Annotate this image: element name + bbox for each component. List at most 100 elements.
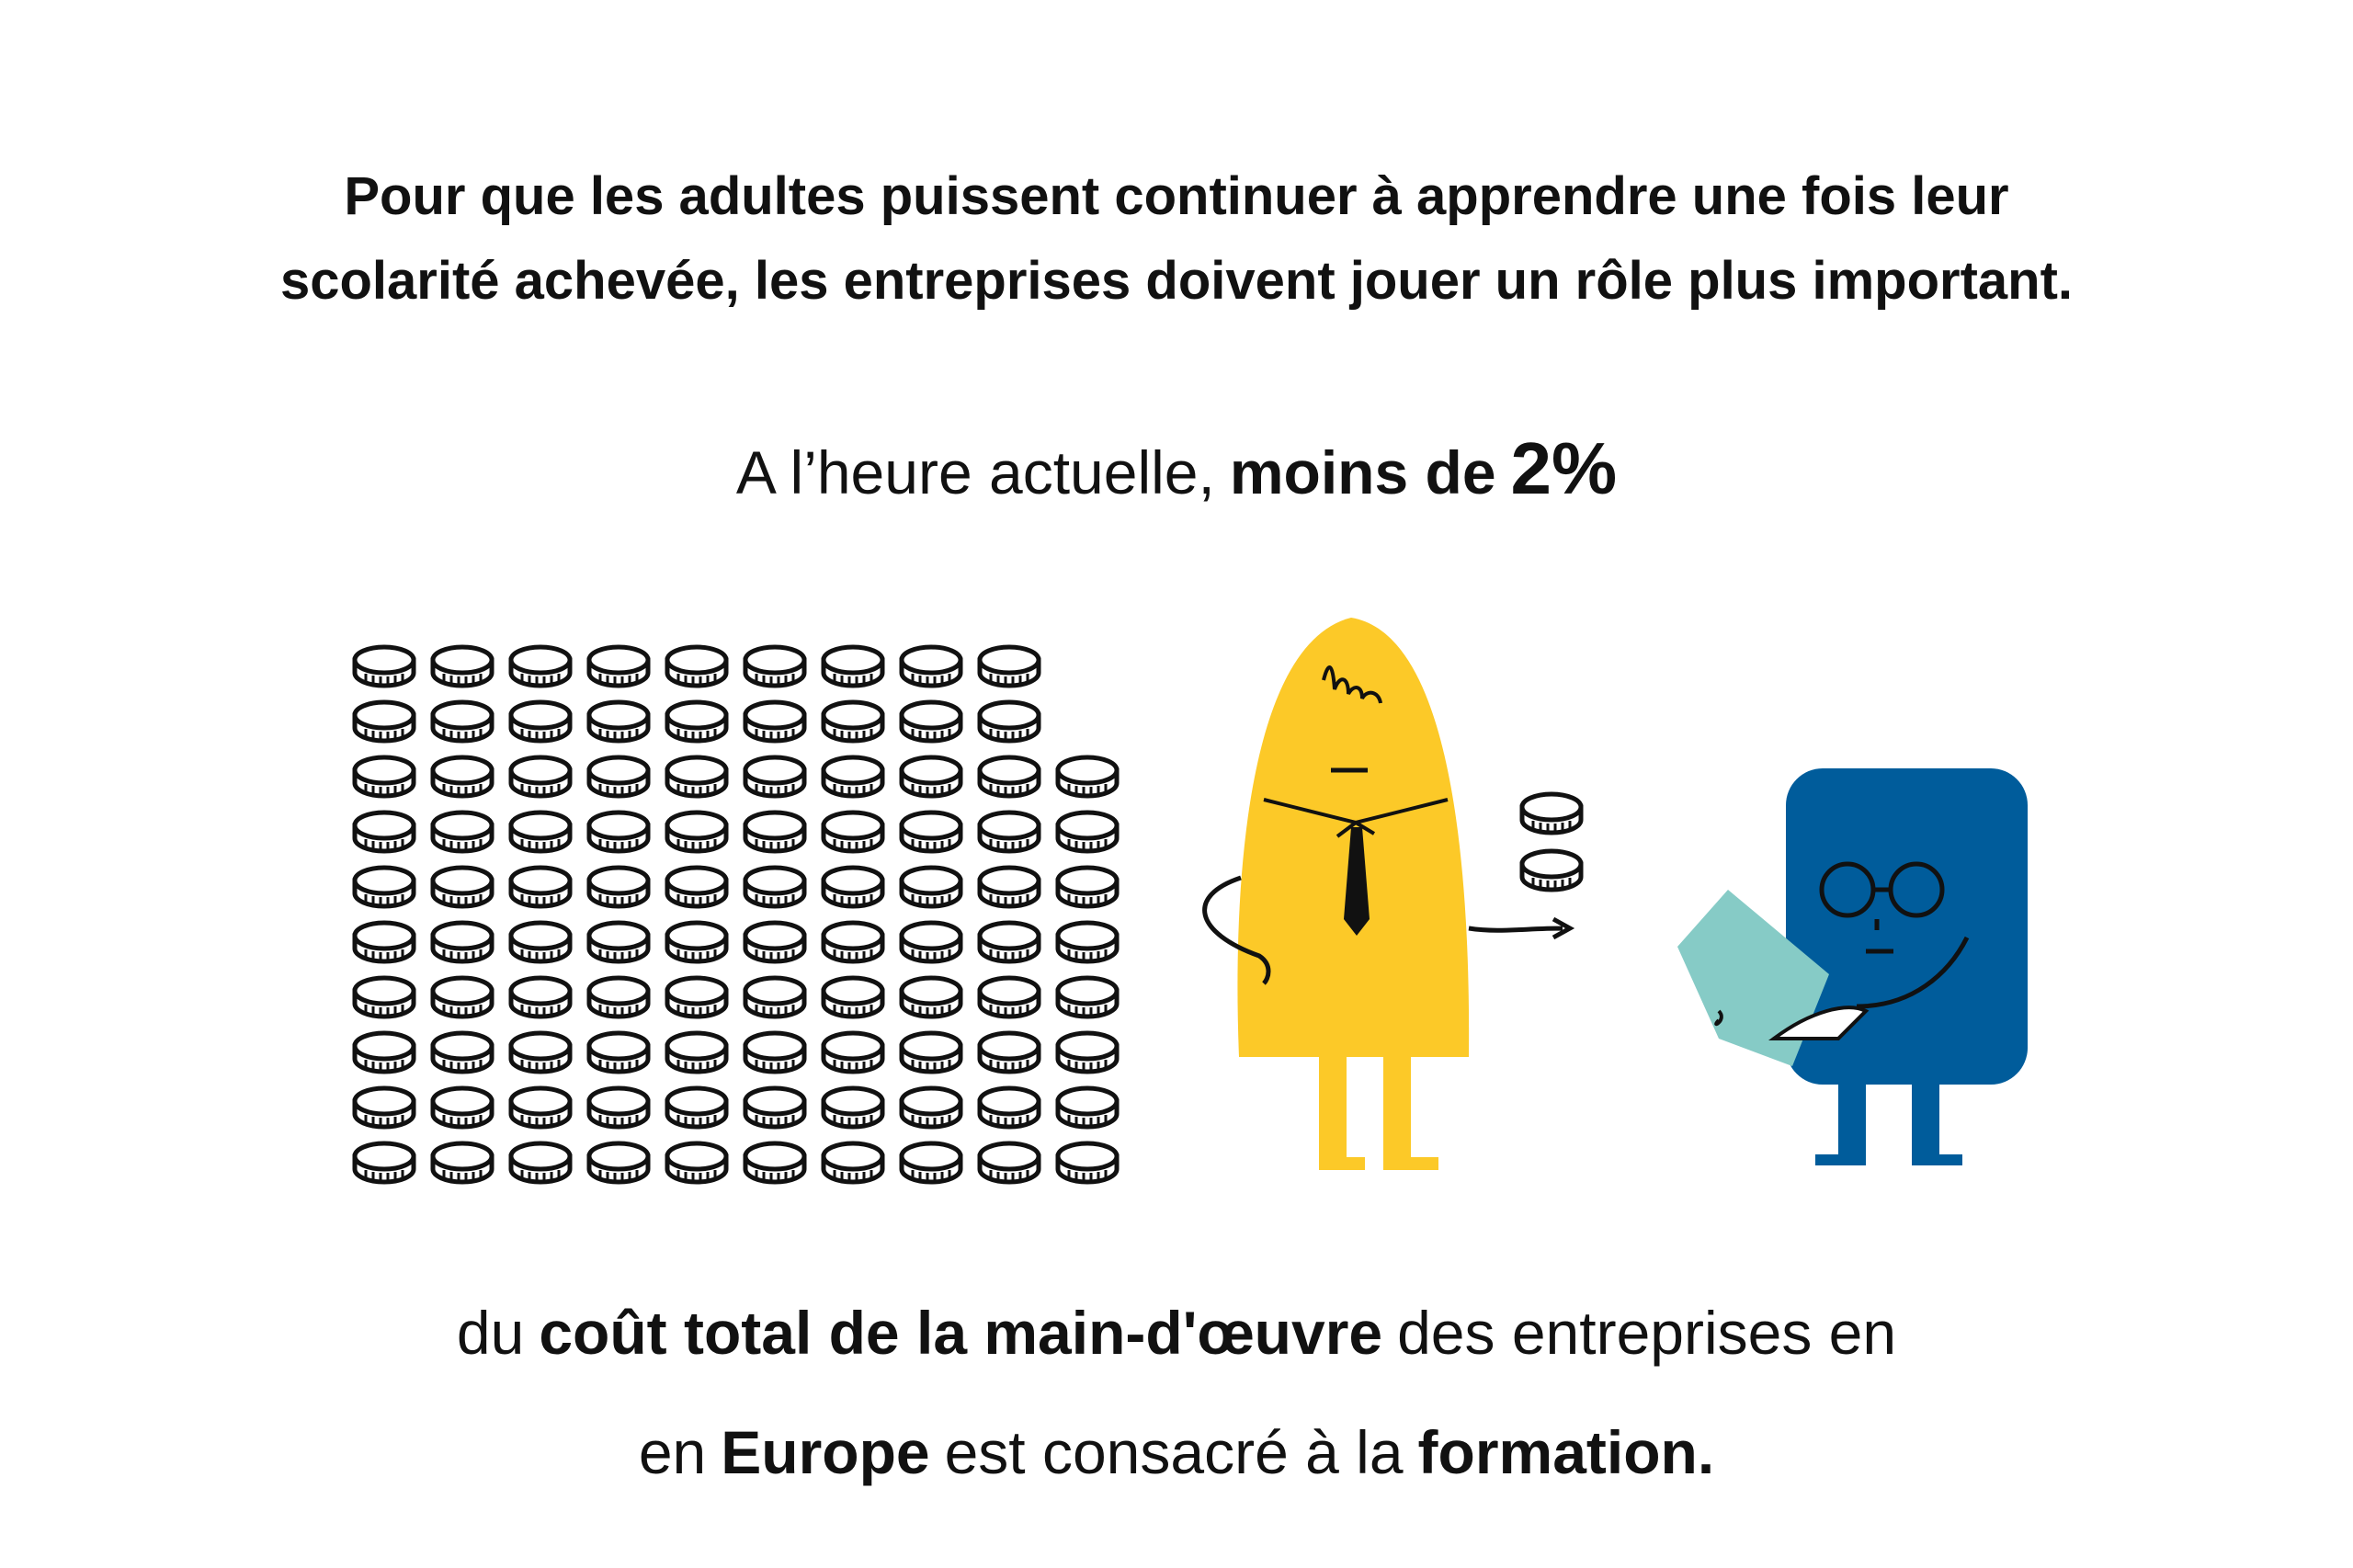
coin xyxy=(902,757,961,796)
coin xyxy=(589,923,648,961)
coin xyxy=(902,702,961,741)
coin xyxy=(355,923,414,961)
coin xyxy=(902,868,961,906)
coin xyxy=(1058,923,1117,961)
coin xyxy=(355,1033,414,1072)
coin xyxy=(433,812,492,851)
statement-bottom-line: du coût total de la main-d'œuvre des entre… xyxy=(0,1298,2353,1368)
text-segment: du xyxy=(456,1299,525,1367)
coin xyxy=(745,1033,804,1072)
coin xyxy=(980,702,1039,741)
coin xyxy=(745,978,804,1017)
text-segment: moins de xyxy=(1229,438,1496,506)
text-segment: des entreprises en xyxy=(1397,1299,1897,1367)
coin xyxy=(1058,812,1117,851)
coin xyxy=(824,923,882,961)
coin xyxy=(980,1033,1039,1072)
coin xyxy=(667,702,726,741)
coin xyxy=(980,647,1039,686)
blue-character xyxy=(1677,768,2028,1165)
coin xyxy=(511,1033,570,1072)
statement-top: A l’heure actuelle, moins de 2% xyxy=(0,426,2353,511)
coin xyxy=(667,812,726,851)
coin xyxy=(824,1088,882,1127)
coin xyxy=(667,1143,726,1182)
coin xyxy=(824,868,882,906)
coin xyxy=(980,978,1039,1017)
coin xyxy=(511,923,570,961)
coin xyxy=(980,868,1039,906)
coin xyxy=(589,1143,648,1182)
coin xyxy=(433,647,492,686)
coin xyxy=(1522,794,1581,833)
coin xyxy=(902,978,961,1017)
coin xyxy=(589,647,648,686)
coin xyxy=(745,923,804,961)
text-segment: A l’heure actuelle, xyxy=(735,438,1215,506)
coin xyxy=(980,1088,1039,1127)
coin xyxy=(745,868,804,906)
coin xyxy=(667,647,726,686)
coin xyxy=(589,702,648,741)
coin xyxy=(824,757,882,796)
coin xyxy=(511,757,570,796)
coin xyxy=(824,647,882,686)
text-segment: en xyxy=(638,1418,707,1486)
coin xyxy=(433,757,492,796)
coin xyxy=(433,923,492,961)
coin xyxy=(667,978,726,1017)
coin xyxy=(824,702,882,741)
coin xyxy=(355,1143,414,1182)
coin xyxy=(902,1143,961,1182)
statement-bottom-line: en Europe est consacré à la formation. xyxy=(0,1417,2353,1487)
coin xyxy=(667,1033,726,1072)
coin xyxy=(511,868,570,906)
coin xyxy=(433,702,492,741)
coin xyxy=(667,757,726,796)
coin xyxy=(433,978,492,1017)
heading-line: Pour que les adultes puissent continuer … xyxy=(344,166,2009,226)
coin xyxy=(1058,868,1117,906)
coin xyxy=(902,923,961,961)
coin xyxy=(1058,757,1117,796)
coin xyxy=(902,1033,961,1072)
coin xyxy=(902,1088,961,1127)
text-segment: coût total de la main-d'œuvre xyxy=(539,1299,1383,1367)
coin xyxy=(1058,978,1117,1017)
text-segment: est consacré à la xyxy=(944,1418,1404,1486)
coin xyxy=(824,978,882,1017)
coin xyxy=(667,868,726,906)
coin xyxy=(511,812,570,851)
coin xyxy=(511,978,570,1017)
text-segment: formation. xyxy=(1417,1418,1715,1486)
coin xyxy=(589,812,648,851)
coin xyxy=(667,923,726,961)
yellow-character xyxy=(1202,618,1575,1170)
coin xyxy=(589,978,648,1017)
coin xyxy=(902,812,961,851)
text-segment: 2% xyxy=(1510,427,1618,509)
coin xyxy=(355,647,414,686)
coin xyxy=(589,1033,648,1072)
coin xyxy=(355,702,414,741)
coin xyxy=(355,812,414,851)
coin xyxy=(902,647,961,686)
coin xyxy=(667,1088,726,1127)
coin xyxy=(589,868,648,906)
coin xyxy=(1058,1033,1117,1072)
coin xyxy=(433,1143,492,1182)
coin xyxy=(980,923,1039,961)
coin xyxy=(1058,1143,1117,1182)
text-segment: Europe xyxy=(721,1418,930,1486)
coin xyxy=(355,868,414,906)
coin xyxy=(980,812,1039,851)
coin xyxy=(355,757,414,796)
coin xyxy=(824,1143,882,1182)
coin xyxy=(745,1088,804,1127)
coin xyxy=(745,702,804,741)
coin xyxy=(745,812,804,851)
coin xyxy=(355,1088,414,1127)
coin-grid xyxy=(355,647,1117,1182)
